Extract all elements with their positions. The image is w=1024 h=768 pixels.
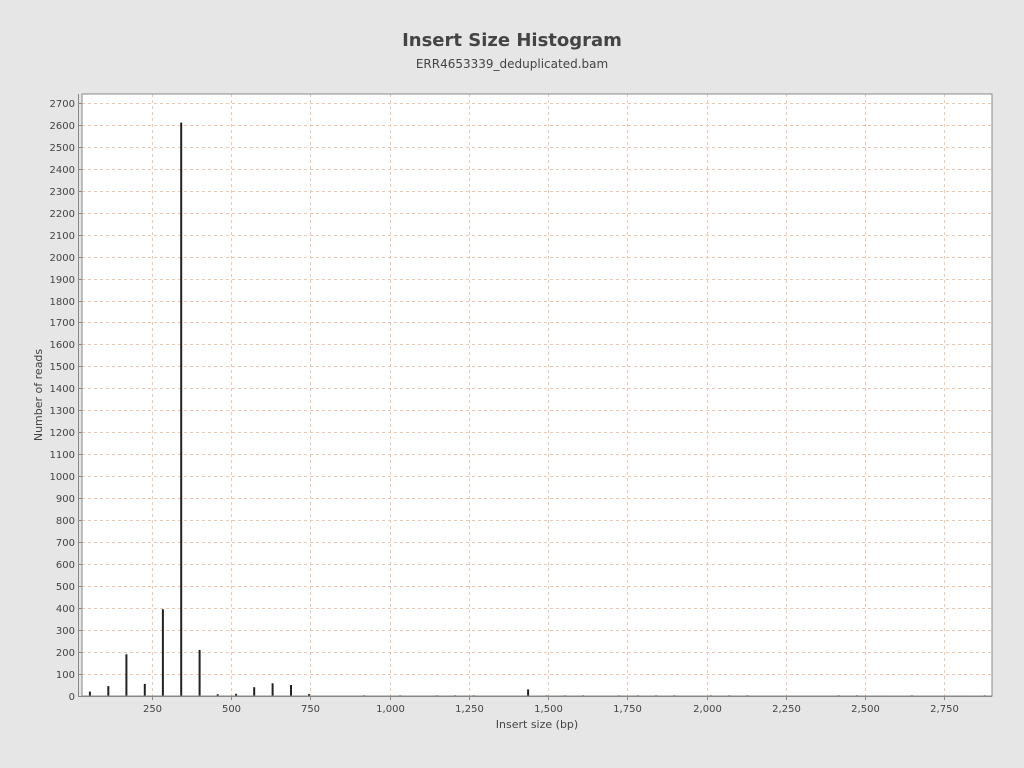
y-tick-label: 500 [56,582,75,593]
histogram-bar [253,687,256,696]
y-tick-label: 1500 [50,362,75,373]
y-tick-label: 2600 [50,121,75,132]
y-tick-label: 300 [56,626,75,637]
x-tick-label: 1,000 [376,704,405,715]
x-tick-label: 2,500 [851,704,880,715]
chart-title: Insert Size Histogram [402,30,622,51]
histogram-bar [216,694,219,696]
x-tick-label: 1,500 [534,704,563,715]
y-tick-label: 1400 [50,384,75,395]
x-tick-label: 250 [143,704,162,715]
x-tick-label: 2,750 [930,704,959,715]
histogram-bar [290,685,292,696]
y-tick-label: 2100 [50,231,75,242]
y-tick-label: 2200 [50,209,75,220]
histogram-bar [125,654,128,696]
y-tick-label: 1300 [50,406,75,417]
plot-area [82,94,992,696]
y-tick-label: 900 [56,494,75,505]
histogram-bar [271,683,274,696]
y-tick-label: 1800 [50,297,75,308]
y-tick-label: 0 [69,692,75,703]
x-tick-label: 1,250 [455,704,484,715]
y-tick-label: 1000 [50,472,75,483]
chart-subtitle: ERR4653339_deduplicated.bam [415,57,609,71]
y-tick-label: 200 [56,648,75,659]
y-tick-label: 400 [56,604,75,615]
y-tick-label: 600 [56,560,75,571]
y-tick-label: 100 [56,670,75,681]
y-tick-label: 2500 [50,143,75,154]
histogram-bar [88,691,91,696]
x-tick-label: 2,250 [772,704,801,715]
y-tick-label: 2300 [50,187,75,198]
axes: 0 100 200 300 400 500 600 700 800 900 1000 1100 1200… [50,94,992,715]
y-tick-label: 1700 [50,318,75,329]
y-tick-label: 2400 [50,165,75,176]
x-tick-label: 750 [301,704,320,715]
histogram-bar [180,122,183,697]
y-axis-label: Number of reads [32,349,45,442]
histogram-bar [235,693,238,696]
y-tick-label: 1100 [50,450,75,461]
y-tick-label: 2000 [50,253,75,264]
histogram-bar [308,694,310,696]
histogram-bar [527,689,530,696]
histogram-bar [143,683,146,696]
y-tick-label: 800 [56,516,75,527]
grid-lines [82,94,992,696]
y-tick-label: 700 [56,538,75,549]
y-tick-label: 1200 [50,428,75,439]
histogram-bar [107,686,110,696]
histogram-bar [161,609,164,696]
x-tick-label: 500 [222,704,241,715]
x-tick-label: 1,750 [613,704,642,715]
x-tick-label: 2,000 [693,704,722,715]
histogram-bar [198,649,201,696]
y-tick-label: 2700 [50,99,75,110]
y-tick-label: 1900 [50,275,75,286]
y-tick-label: 1600 [50,340,75,351]
x-axis-label: Insert size (bp) [496,718,578,731]
